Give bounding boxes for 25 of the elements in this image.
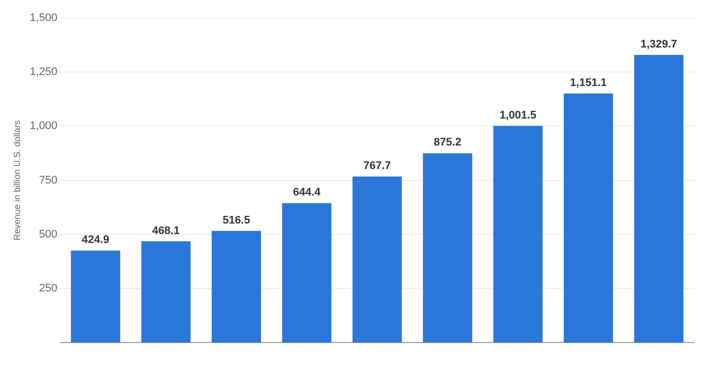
data-label: 424.9 [82, 234, 110, 246]
data-label: 516.5 [222, 214, 250, 226]
bar [352, 176, 402, 343]
y-tick-label: 500 [38, 228, 58, 240]
data-label: 1,329.7 [640, 38, 678, 50]
y-tick-label: 1,250 [30, 66, 58, 78]
data-label: 1,001.5 [500, 109, 536, 122]
data-label: 767.7 [363, 160, 391, 172]
bar [212, 230, 261, 343]
data-label: 468.1 [152, 224, 180, 237]
data-label: 875.2 [434, 136, 462, 149]
bar [70, 250, 120, 343]
bar [564, 94, 614, 343]
bar [141, 241, 191, 343]
bar [493, 126, 543, 343]
data-label: 644.4 [292, 186, 322, 199]
y-tick-label: 1,500 [30, 12, 58, 24]
bar [634, 54, 684, 343]
y-tick-label: 1,000 [30, 120, 58, 132]
bar [422, 153, 472, 343]
bar [282, 203, 332, 343]
data-label: 1,151.1 [570, 77, 607, 90]
y-tick-label: 250 [38, 282, 58, 295]
y-tick-label: 750 [38, 174, 58, 186]
y-axis-title: Revenue in billion U.S. dollars [12, 120, 22, 240]
